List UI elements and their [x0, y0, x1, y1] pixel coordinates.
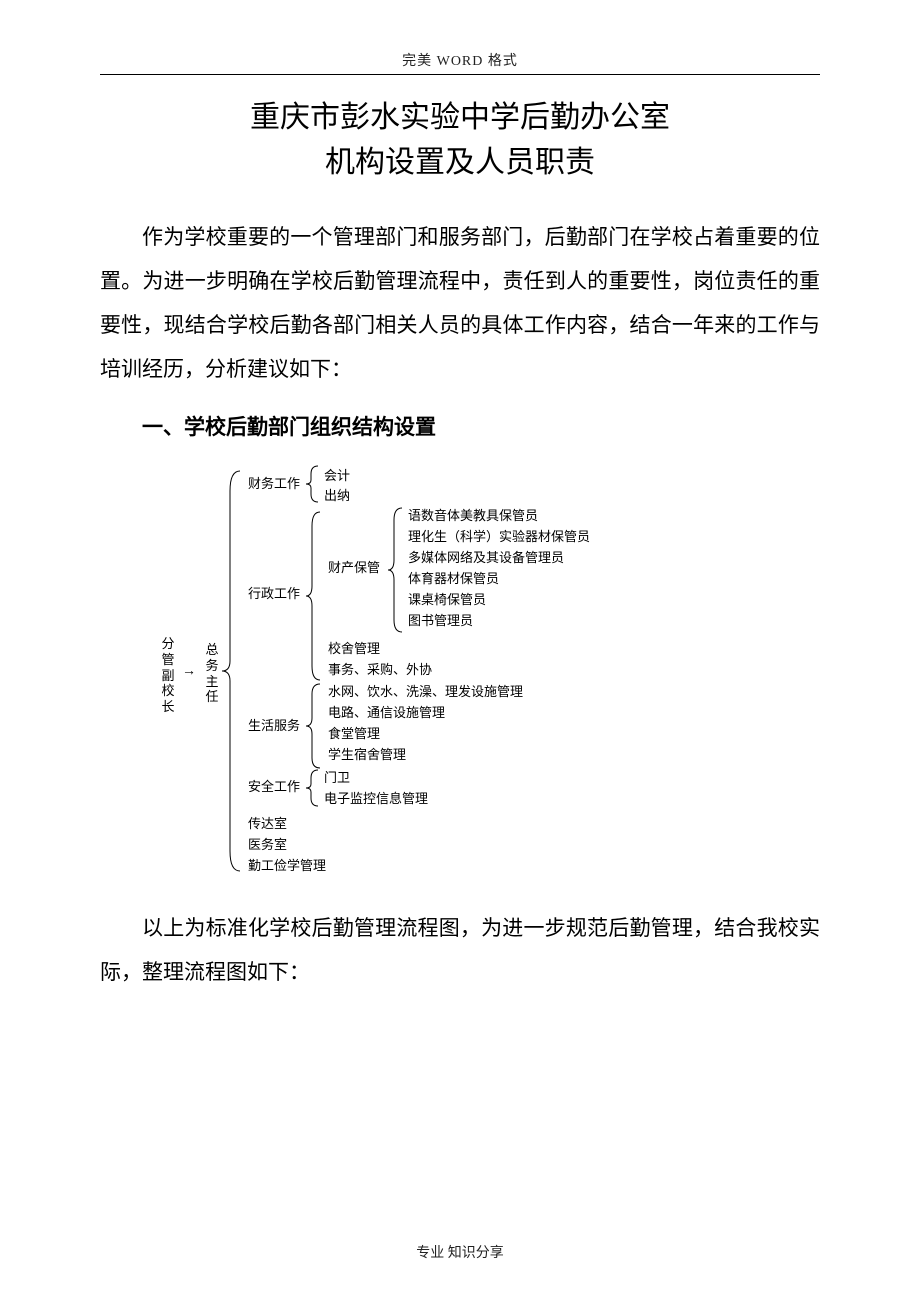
- org-life-child-0: 水网、饮水、洗澡、理发设施管理: [328, 682, 523, 702]
- org-property-child-1: 理化生（科学）实验器材保管员: [408, 527, 590, 547]
- org-property-child-2: 多媒体网络及其设备管理员: [408, 548, 564, 568]
- org-life-child-3: 学生宿舍管理: [328, 745, 406, 765]
- org-property-label: 财产保管: [328, 558, 380, 578]
- outro-paragraph: 以上为标准化学校后勤管理流程图，为进一步规范后勤管理，结合我校实际，整理流程图如…: [100, 906, 820, 994]
- org-standalone-1: 医务室: [248, 835, 287, 855]
- org-admin-label: 行政工作: [248, 584, 300, 604]
- brace-main: [222, 471, 242, 871]
- org-property-child-5: 图书管理员: [408, 611, 473, 631]
- brace-admin: [306, 512, 322, 680]
- org-property-child-0: 语数音体美教具保管员: [408, 506, 538, 526]
- brace-finance: [306, 466, 320, 502]
- section-1-heading: 一、学校后勤部门组织结构设置: [142, 411, 820, 441]
- brace-life: [306, 684, 322, 768]
- org-security-label: 安全工作: [248, 777, 300, 797]
- org-security-child-0: 门卫: [324, 768, 350, 788]
- org-finance-label: 财务工作: [248, 474, 300, 494]
- org-life-child-1: 电路、通信设施管理: [328, 703, 445, 723]
- arrow-icon: →: [182, 664, 196, 680]
- page-title: 重庆市彭水实验中学后勤办公室 机构设置及人员职责: [100, 95, 820, 185]
- org-property-child-3: 体育器材保管员: [408, 569, 499, 589]
- org-admin-other-0: 校舍管理: [328, 639, 380, 659]
- brace-property: [388, 508, 404, 632]
- org-property-child-4: 课桌椅保管员: [408, 590, 486, 610]
- org-standalone-0: 传达室: [248, 814, 287, 834]
- document-page: 完美 WORD 格式 重庆市彭水实验中学后勤办公室 机构设置及人员职责 作为学校…: [0, 0, 920, 1302]
- intro-paragraph: 作为学校重要的一个管理部门和服务部门，后勤部门在学校占着重要的位置。为进一步明确…: [100, 215, 820, 391]
- title-line-2: 机构设置及人员职责: [325, 146, 595, 179]
- org-admin-other-1: 事务、采购、外协: [328, 660, 432, 680]
- org-life-child-2: 食堂管理: [328, 724, 380, 744]
- org-security-child-1: 电子监控信息管理: [324, 789, 428, 809]
- org-standalone-2: 勤工俭学管理: [248, 856, 326, 876]
- org-life-label: 生活服务: [248, 716, 300, 736]
- org-director: 总务主任: [204, 642, 220, 704]
- header-label: 完美 WORD 格式: [100, 50, 820, 70]
- org-root: 分管副校长: [160, 636, 176, 714]
- header-rule: [100, 74, 820, 75]
- org-finance-child-0: 会计: [324, 466, 350, 486]
- footer-label: 专业 知识分享: [0, 1242, 920, 1262]
- title-line-1: 重庆市彭水实验中学后勤办公室: [250, 101, 670, 134]
- org-finance-child-1: 出纳: [324, 486, 350, 506]
- org-chart: 分管副校长 → 总务主任 财务工作 会计 出纳 行政工作 财产保管 语数音体美教…: [100, 466, 820, 876]
- brace-security: [306, 770, 320, 806]
